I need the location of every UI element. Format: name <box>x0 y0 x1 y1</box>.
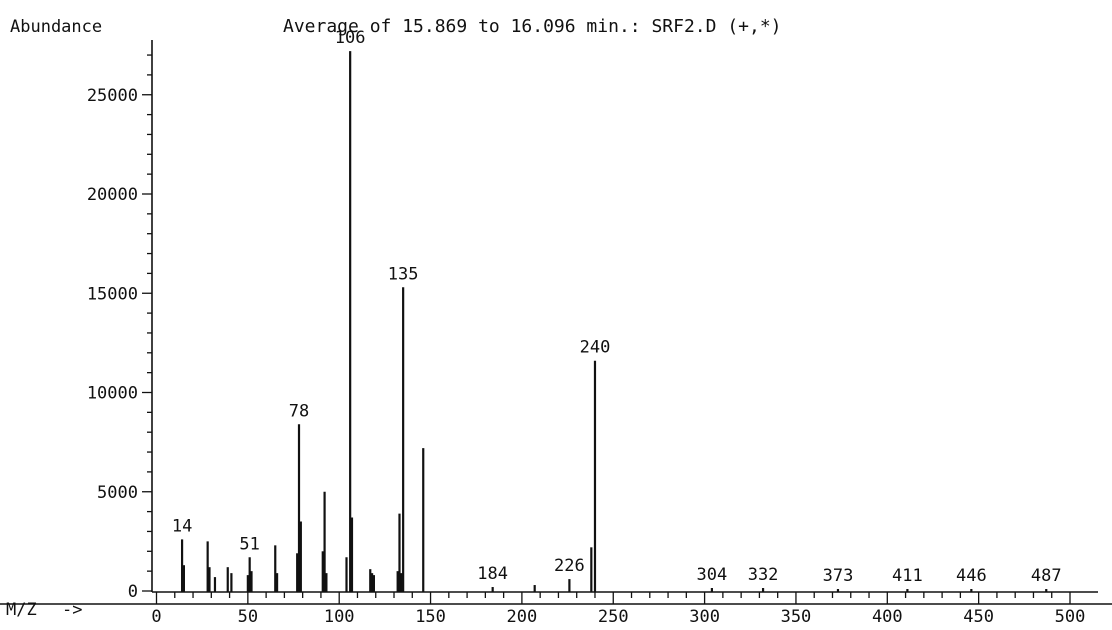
x-tick-label: 350 <box>781 607 812 627</box>
peak-label: 411 <box>892 566 923 586</box>
y-tick-label: 15000 <box>87 284 138 304</box>
x-tick-label: 500 <box>1055 607 1086 627</box>
peak-label: 14 <box>172 516 192 536</box>
plot-area: 0 5000 10000 15000 20000 25000 0 50 100 150 200 250… <box>0 28 1112 627</box>
peak-label: 184 <box>477 564 508 584</box>
x-tick-label: 0 <box>151 607 161 627</box>
x-tick-label: 100 <box>324 607 355 627</box>
peak-label: 106 <box>335 28 366 48</box>
x-axis-arrow: -> <box>62 600 82 620</box>
x-tick-label: 250 <box>598 607 629 627</box>
x-tick-label: 300 <box>689 607 720 627</box>
x-tick-label: 150 <box>415 607 446 627</box>
peak-label: 240 <box>580 338 611 358</box>
peak-label: 332 <box>748 565 779 585</box>
y-axis-label: Abundance <box>10 17 102 37</box>
peak-label: 304 <box>697 565 728 585</box>
peak-label: 135 <box>388 264 419 284</box>
x-tick-label: 50 <box>238 607 258 627</box>
y-tick-label: 5000 <box>97 483 138 503</box>
x-axis-label: M/Z <box>6 600 37 620</box>
chart-title: Average of 15.869 to 16.096 min.: SRF2.D… <box>283 16 782 37</box>
x-tick-label: 450 <box>963 607 994 627</box>
y-tick-label: 20000 <box>87 185 138 205</box>
y-tick-label: 10000 <box>87 384 138 404</box>
x-tick-label: 200 <box>507 607 538 627</box>
x-tick-label: 400 <box>872 607 903 627</box>
y-tick-label: 25000 <box>87 86 138 106</box>
peak-label: 487 <box>1031 566 1062 586</box>
peak-label: 226 <box>554 556 585 576</box>
peak-label: 51 <box>239 534 259 554</box>
peak-label: 373 <box>823 566 854 586</box>
peak-label: 78 <box>289 401 309 421</box>
peak-label: 446 <box>956 566 987 586</box>
y-tick-label: 0 <box>128 582 138 602</box>
